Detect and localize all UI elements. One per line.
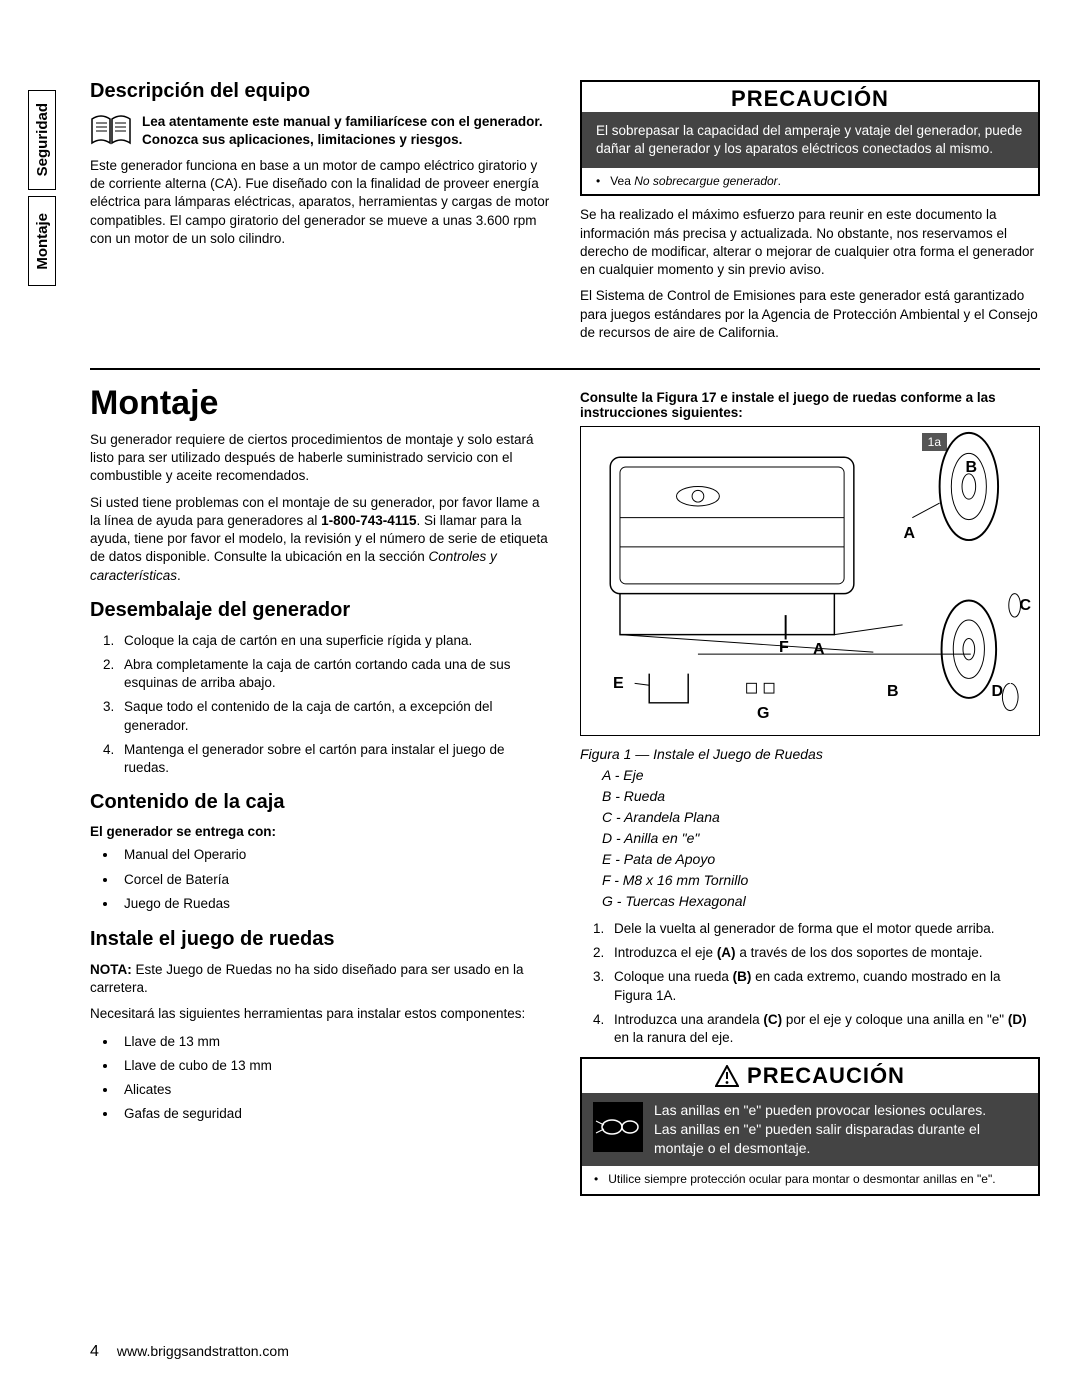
caution-title: PRECAUCIÓN bbox=[582, 82, 1038, 112]
col-right-top: PRECAUCIÓN El sobrepasar la capacidad de… bbox=[580, 80, 1040, 350]
caption-line: E - Pata de Apoyo bbox=[580, 849, 1040, 870]
fig-label-e: E bbox=[613, 675, 624, 693]
figure-caption-title: Figura 1 — Instale el Juego de Ruedas bbox=[580, 746, 823, 762]
read-manual-text: Lea atentamente este manual y familiaríc… bbox=[142, 113, 550, 148]
figure-caption: Figura 1 — Instale el Juego de Ruedas A … bbox=[580, 744, 1040, 912]
caution-dark-text: El sobrepasar la capacidad del amperaje … bbox=[582, 112, 1038, 168]
description-paragraph: Este generador funciona en base a un mot… bbox=[90, 157, 550, 248]
fig-label-b1: B bbox=[965, 459, 977, 477]
warning-triangle-icon bbox=[715, 1065, 739, 1087]
content: Descripción del equipo Lea atentamente e… bbox=[90, 80, 1040, 1196]
heading-montaje: Montaje bbox=[90, 384, 550, 423]
tools-list: Llave de 13 mm Llave de cubo de 13 mm Al… bbox=[90, 1032, 550, 1125]
figure-lead: Consulte la Figura 17 e instale el juego… bbox=[580, 390, 1040, 420]
list-item: Coloque la caja de cartón en una superfi… bbox=[118, 632, 550, 650]
caution2-note: • Utilice siempre protección ocular para … bbox=[582, 1166, 1038, 1194]
caution-box-bottom: PRECAUCIÓN Las anillas en "e" pueden pro… bbox=[580, 1057, 1040, 1195]
section-divider bbox=[90, 368, 1040, 370]
list-item: Mantenga el generador sobre el cartón pa… bbox=[118, 741, 550, 777]
lower-section: Montaje Su generador requiere de ciertos… bbox=[90, 384, 1040, 1196]
list-item: Llave de cubo de 13 mm bbox=[118, 1056, 550, 1076]
col-left-top: Descripción del equipo Lea atentamente e… bbox=[90, 80, 550, 350]
list-item: Abra completamente la caja de cartón cor… bbox=[118, 656, 550, 692]
list-item: Introduzca el eje (A) a través de los do… bbox=[608, 944, 1040, 962]
list-item: Corcel de Batería bbox=[118, 870, 550, 890]
fig-label-a1: A bbox=[903, 525, 915, 543]
footer-url: www.briggsandstratton.com bbox=[117, 1343, 289, 1359]
bullet-dot: • bbox=[594, 1172, 598, 1188]
caption-line: B - Rueda bbox=[580, 786, 1040, 807]
box-list: Manual del Operario Corcel de Batería Ju… bbox=[90, 845, 550, 914]
caution2-line2: Las anillas en "e" pueden salir disparad… bbox=[654, 1120, 1028, 1158]
list-item: Llave de 13 mm bbox=[118, 1032, 550, 1052]
col-left-lower: Montaje Su generador requiere de ciertos… bbox=[90, 384, 550, 1196]
disclaimer-p1: Se ha realizado el máximo esfuerzo para … bbox=[580, 206, 1040, 279]
top-section: Descripción del equipo Lea atentamente e… bbox=[90, 80, 1040, 350]
montaje-p2: Si usted tiene problemas con el montaje … bbox=[90, 494, 550, 585]
fig-label-d: D bbox=[991, 683, 1003, 701]
fig-label-a2: A bbox=[813, 641, 825, 659]
tab-seguridad: Seguridad bbox=[28, 90, 56, 190]
read-manual-row: Lea atentamente este manual y familiaríc… bbox=[90, 113, 550, 149]
caution-bullet-text: Vea No sobrecargue generador. bbox=[610, 174, 781, 188]
fig-label-f: F bbox=[779, 639, 789, 657]
disclaimer-p2: El Sistema de Control de Emisiones para … bbox=[580, 287, 1040, 342]
wheel-steps: Dele la vuelta al generador de forma que… bbox=[580, 920, 1040, 1047]
fig-label-g: G bbox=[757, 705, 769, 723]
book-icon bbox=[90, 113, 132, 149]
phone-number: 1-800-743-4115 bbox=[321, 513, 416, 528]
figure-1: 1a bbox=[580, 426, 1040, 736]
box-lead: El generador se entrega con: bbox=[90, 824, 550, 839]
list-item: Manual del Operario bbox=[118, 845, 550, 865]
caution2-text: Las anillas en "e" pueden provocar lesio… bbox=[654, 1101, 1028, 1158]
footer: 4 www.briggsandstratton.com bbox=[90, 1343, 289, 1361]
heading-box-contents: Contenido de la caja bbox=[90, 791, 550, 814]
list-item: Saque todo el contenido de la caja de ca… bbox=[118, 698, 550, 734]
caption-line: D - Anilla en "e" bbox=[580, 828, 1040, 849]
tools-lead: Necesitará las siguientes herramientas p… bbox=[90, 1005, 550, 1023]
tab-montaje: Montaje bbox=[28, 196, 56, 286]
caption-line: F - M8 x 16 mm Tornillo bbox=[580, 870, 1040, 891]
side-tabs: Seguridad Montaje bbox=[28, 90, 56, 286]
page: Seguridad Montaje Descripción del equipo… bbox=[0, 0, 1080, 1397]
heading-description: Descripción del equipo bbox=[90, 80, 550, 103]
caption-line: A - Eje bbox=[580, 765, 1040, 786]
list-item: Introduzca una arandela (C) por el eje y… bbox=[608, 1011, 1040, 1047]
list-item: Coloque una rueda (B) en cada extremo, c… bbox=[608, 968, 1040, 1004]
unpack-list: Coloque la caja de cartón en una superfi… bbox=[90, 632, 550, 778]
fig-label-c: C bbox=[1019, 597, 1031, 615]
bullet-dot: • bbox=[596, 174, 600, 188]
col-right-lower: Consulte la Figura 17 e instale el juego… bbox=[580, 384, 1040, 1196]
caption-line: C - Arandela Plana bbox=[580, 807, 1040, 828]
heading-wheel-kit: Instale el juego de ruedas bbox=[90, 928, 550, 951]
caution2-head: PRECAUCIÓN bbox=[582, 1059, 1038, 1093]
tab-label: Montaje bbox=[34, 199, 51, 284]
caution2-dark: Las anillas en "e" pueden provocar lesio… bbox=[582, 1093, 1038, 1166]
eye-protection-icon bbox=[592, 1101, 644, 1153]
page-number: 4 bbox=[90, 1343, 99, 1361]
caption-line: G - Tuercas Hexagonal bbox=[580, 891, 1040, 912]
montaje-p1: Su generador requiere de ciertos procedi… bbox=[90, 431, 550, 486]
caution-box-top: PRECAUCIÓN El sobrepasar la capacidad de… bbox=[580, 80, 1040, 196]
caution2-line1: Las anillas en "e" pueden provocar lesio… bbox=[654, 1101, 1028, 1120]
list-item: Juego de Ruedas bbox=[118, 894, 550, 914]
list-item: Alicates bbox=[118, 1080, 550, 1100]
caution-note: • Vea No sobrecargue generador. bbox=[582, 168, 1038, 194]
list-item: Dele la vuelta al generador de forma que… bbox=[608, 920, 1040, 938]
nota-line: NOTA: Este Juego de Ruedas no ha sido di… bbox=[90, 961, 550, 997]
caution2-title: PRECAUCIÓN bbox=[747, 1063, 905, 1089]
list-item: Gafas de seguridad bbox=[118, 1104, 550, 1124]
heading-unpack: Desembalaje del generador bbox=[90, 599, 550, 622]
caution2-note-text: Utilice siempre protección ocular para m… bbox=[608, 1172, 995, 1188]
tab-label: Seguridad bbox=[34, 89, 51, 190]
fig-label-b2: B bbox=[887, 683, 899, 701]
